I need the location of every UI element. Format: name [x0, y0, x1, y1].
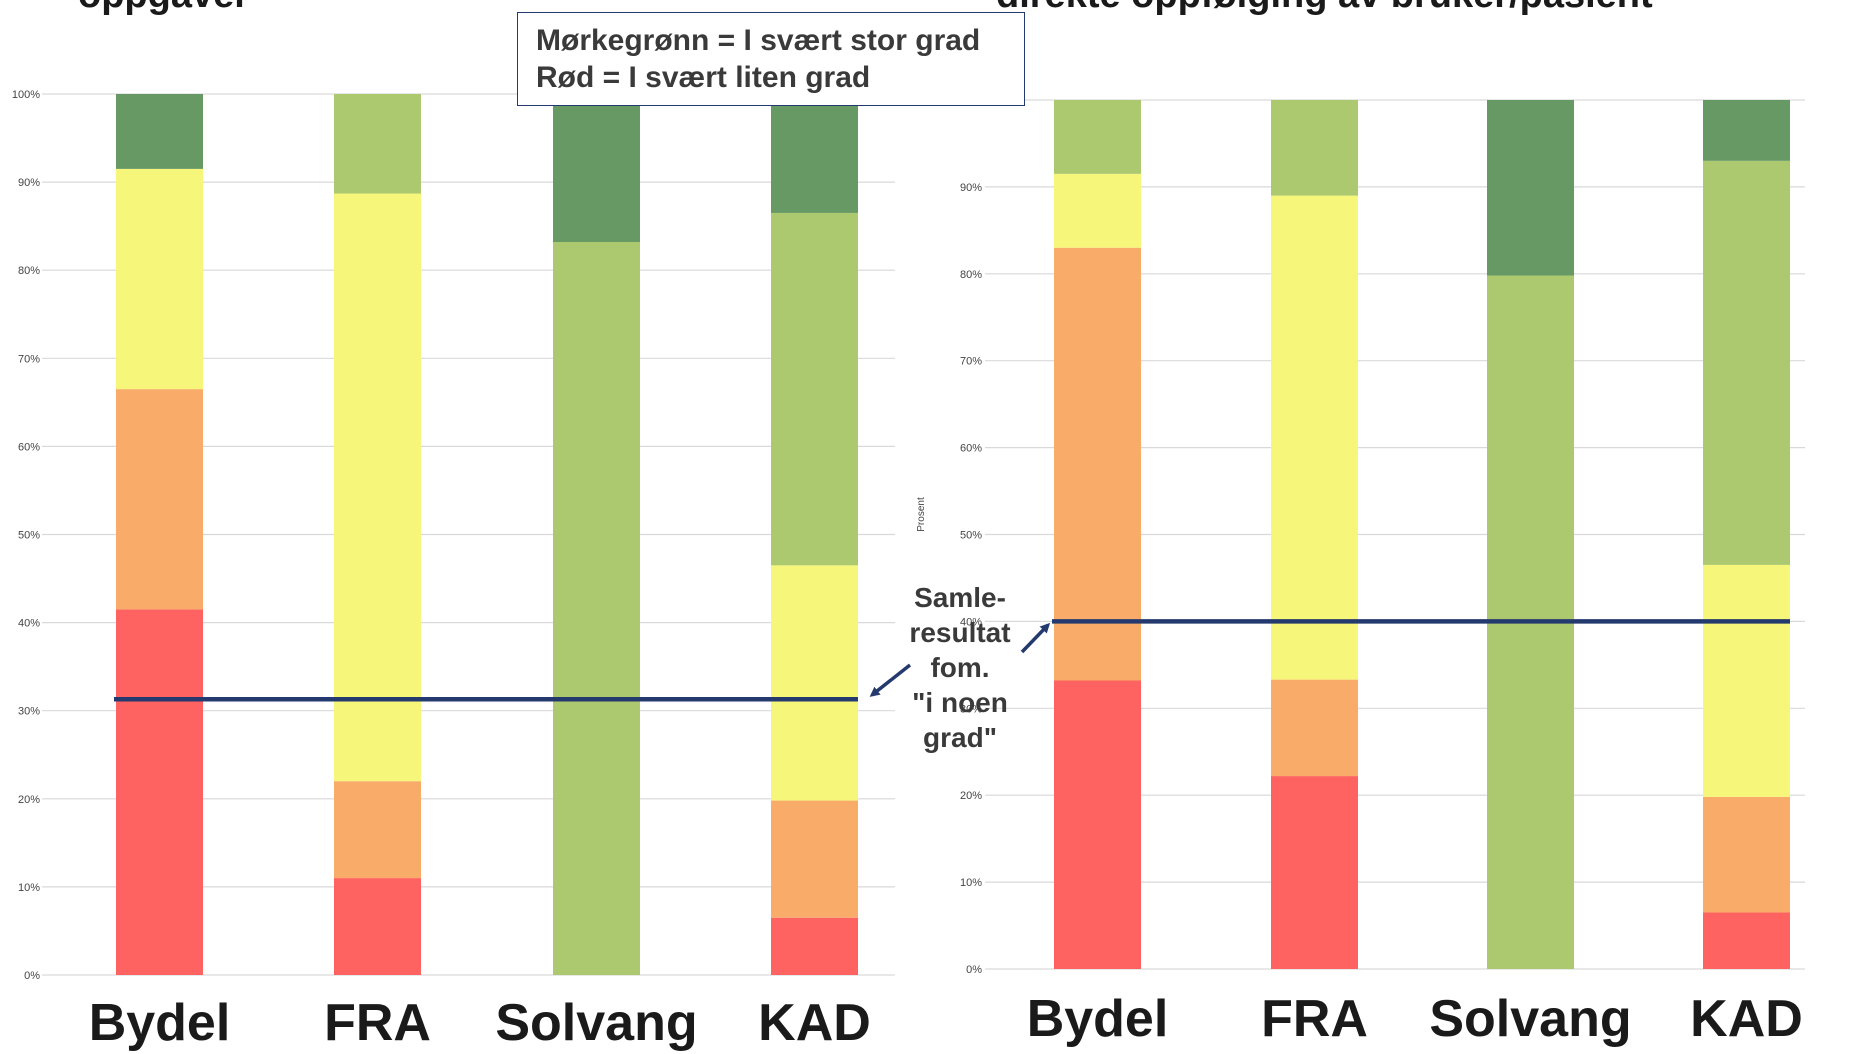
category-label: KAD — [758, 994, 871, 1052]
category-label: FRA — [1261, 990, 1368, 1048]
y-tick-label: 50% — [960, 530, 982, 542]
callout-line: Samle- — [914, 582, 1006, 613]
bar-segment-liten — [771, 800, 858, 918]
chart-left: 0% 10% 20% 30% 40% 50% 60% 70% 80% 90% 100% Bydel FR… — [12, 89, 895, 1052]
legend-note-box: Mørkegrønn = I svært stor grad Rød = I s… — [517, 12, 1025, 106]
bar-segment-liten — [116, 389, 203, 610]
bar-segment-stor — [771, 212, 858, 566]
y-tick-label: 70% — [960, 356, 982, 368]
y-tick-label: 30% — [960, 703, 982, 715]
bar-segment-noen — [1703, 564, 1790, 797]
callout-arrow-left-icon — [869, 663, 912, 697]
right-chart-heading: direkte oppfølging av bruker/pasient — [996, 0, 1653, 17]
bar-segment-svaert_stor — [116, 94, 203, 169]
y-tick-label: 0% — [966, 964, 982, 976]
bar-segment-liten — [1703, 796, 1790, 913]
bar-segment-stor — [334, 94, 421, 194]
bar-segment-svaert_stor — [1703, 100, 1790, 161]
y-tick-label: 80% — [960, 269, 982, 281]
bar-segment-svaert_liten — [1054, 680, 1141, 969]
bar-segment-svaert_liten — [771, 917, 858, 975]
y-tick-label: 80% — [18, 265, 40, 277]
bar-segment-liten — [334, 781, 421, 879]
callout-arrow-right-icon — [1020, 622, 1051, 654]
category-label: Solvang — [1429, 990, 1631, 1048]
y-tick-label: 40% — [960, 616, 982, 628]
bar-segment-svaert_stor — [1487, 100, 1574, 276]
y-tick-label: 90% — [960, 182, 982, 194]
bar-segment-svaert_stor — [771, 94, 858, 213]
y-tick-label: 60% — [960, 443, 982, 455]
bar-segment-svaert_stor — [553, 94, 640, 243]
legend-note-line-dark-green: Mørkegrønn = I svært stor grad — [536, 24, 981, 57]
y-axis-title: Prosent — [916, 497, 927, 532]
y-tick-label: 50% — [18, 530, 40, 542]
callout-line: fom. — [930, 652, 990, 683]
y-tick-label: 40% — [18, 618, 40, 630]
y-tick-label: 10% — [960, 877, 982, 889]
y-tick-label: 90% — [18, 177, 40, 189]
bar-segment-stor — [1054, 100, 1141, 174]
bar-segment-svaert_liten — [116, 609, 203, 975]
bar-segment-noen — [334, 193, 421, 782]
category-label: FRA — [324, 994, 431, 1052]
bar-segment-stor — [1271, 100, 1358, 196]
bar-segment-noen — [771, 565, 858, 801]
category-label: Bydel — [89, 994, 231, 1052]
bar-segment-noen — [116, 168, 203, 390]
y-tick-label: 20% — [960, 790, 982, 802]
bar-segment-svaert_liten — [334, 878, 421, 975]
legend-note-line-red: Rød = I svært liten grad — [536, 61, 871, 94]
y-tick-label: 0% — [24, 970, 40, 982]
reference-line-callout: Samle- resultat fom. "i noen grad" — [895, 580, 1025, 755]
category-label: Solvang — [495, 994, 697, 1052]
bar-segment-noen — [1054, 173, 1141, 248]
bar-segment-noen — [1271, 195, 1358, 680]
y-tick-label: 70% — [18, 353, 40, 365]
category-label: Bydel — [1027, 990, 1169, 1048]
left-chart-heading: oppgaver — [78, 0, 249, 17]
callout-line: grad" — [923, 722, 997, 753]
chart-right: 0%10%20%30%40%50%60%70%80%90%100%BydelFR… — [916, 95, 1805, 1048]
callout-line: resultat — [909, 617, 1011, 648]
category-label: KAD — [1690, 990, 1803, 1048]
y-tick-label: 20% — [18, 794, 40, 806]
bar-segment-stor — [553, 242, 640, 975]
bar-segment-liten — [1054, 247, 1141, 681]
y-tick-label: 60% — [18, 441, 40, 453]
callout-line: "i noen — [912, 687, 1008, 718]
bar-segment-svaert_liten — [1271, 776, 1358, 969]
bar-segment-svaert_liten — [1703, 912, 1790, 969]
y-tick-label: 100% — [12, 89, 40, 101]
y-tick-label: 30% — [18, 706, 40, 718]
bar-segment-stor — [1703, 160, 1790, 565]
bar-segment-liten — [1271, 679, 1358, 777]
y-tick-label: 10% — [18, 882, 40, 894]
